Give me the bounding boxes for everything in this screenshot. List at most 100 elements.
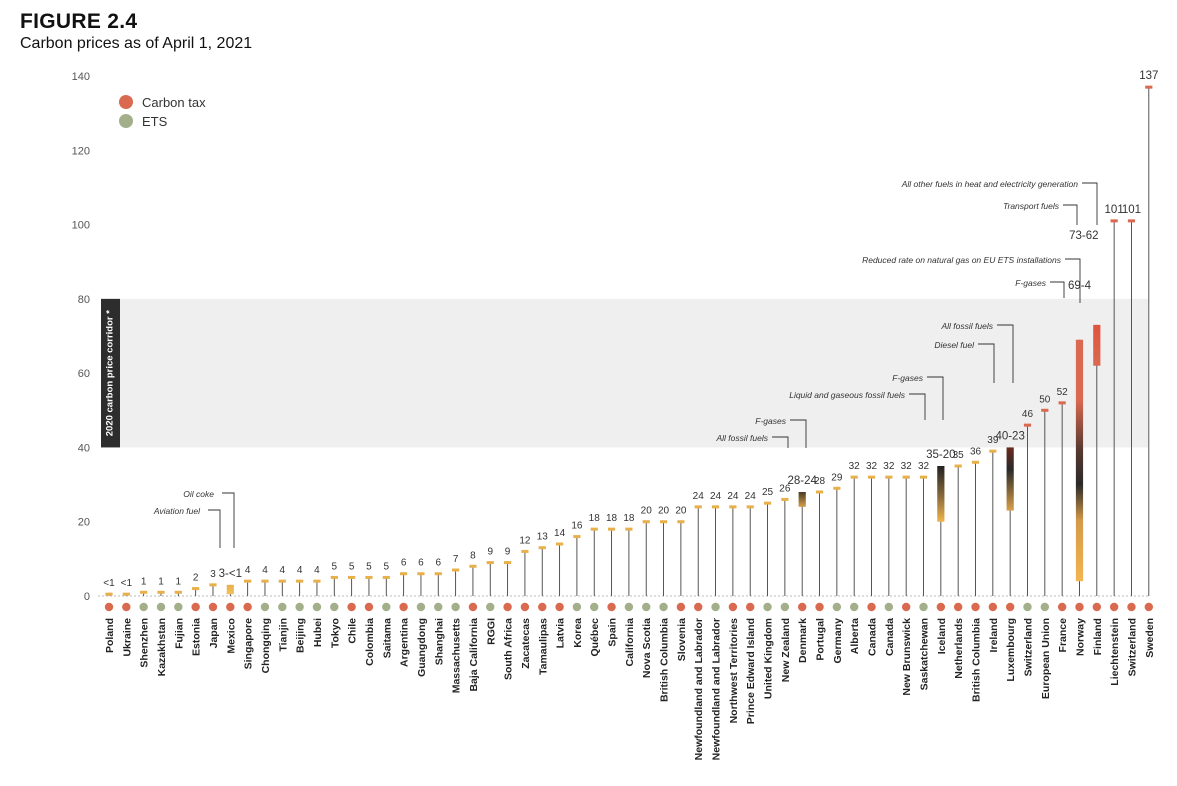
price-marker (486, 561, 494, 565)
price-range-bar (1075, 339, 1084, 582)
chart-item-saitama: 5 Saitama (381, 561, 393, 658)
chart-item-european-union: 50 European Union (1039, 394, 1052, 699)
carbon-tax-marker (1005, 602, 1015, 612)
category-label: British Columbia (971, 618, 983, 702)
price-marker (815, 490, 824, 494)
ets-marker (780, 602, 790, 612)
chart-item-qu-bec: 18 Québec (589, 513, 602, 656)
chart-item-british-columbia: 36 British Columbia (970, 446, 983, 702)
category-label: Germany (832, 618, 844, 664)
value-label: 7 (453, 554, 459, 565)
price-marker (400, 572, 408, 576)
chart-item-california: 18 California (623, 513, 636, 666)
value-label: 137 (1139, 70, 1158, 82)
category-label: Tianjin (277, 618, 289, 652)
value-label: 32 (918, 461, 930, 472)
category-label: British Columbia (659, 618, 671, 702)
price-range-bar (1006, 447, 1014, 511)
price-marker (555, 542, 564, 546)
value-label: 4 (280, 565, 286, 576)
value-label: 50 (1039, 394, 1051, 405)
ets-marker (382, 602, 391, 612)
carbon-tax-marker (520, 602, 530, 612)
value-label: 20 (658, 506, 670, 517)
carbon-tax-marker (746, 602, 755, 612)
ets-marker (260, 602, 270, 612)
ets-marker (416, 602, 426, 612)
price-marker (105, 592, 113, 596)
category-label: Kazakhstan (156, 618, 168, 676)
ets-marker (763, 602, 772, 612)
chart-item-hubei: 4 Hubei (312, 565, 324, 647)
chart-item-ireland: 39 Ireland (987, 435, 1000, 652)
chart-item-beijing: 4 Beijing (295, 565, 307, 653)
category-label: Saskatchewan (919, 618, 931, 690)
ets-marker (330, 602, 339, 612)
price-marker (365, 575, 373, 579)
chart-item-south-africa: 9 South Africa (503, 547, 515, 680)
y-tick-label: 100 (72, 220, 90, 232)
value-label: 24 (745, 491, 757, 502)
value-label: 20 (675, 506, 687, 517)
price-marker (1110, 219, 1118, 223)
carbon-tax-marker (104, 602, 114, 612)
ets-marker (486, 602, 495, 612)
ets-marker (711, 602, 720, 612)
value-label: 5 (366, 561, 372, 572)
chart-item-france: 52 France (1057, 387, 1070, 653)
ets-marker (590, 602, 599, 612)
value-label: 18 (623, 513, 635, 524)
price-marker (971, 460, 980, 464)
price-marker (573, 535, 581, 539)
value-label: 46 (1022, 409, 1034, 420)
value-label: 20 (641, 506, 653, 517)
category-label: Prince Edward Island (745, 618, 757, 724)
value-label: 39 (987, 435, 999, 446)
category-label: Ukraine (121, 618, 133, 657)
category-label: RGGI (485, 618, 497, 645)
category-label: Denmark (797, 618, 809, 663)
chart-item-massachusetts: 7 Massachusetts (451, 554, 463, 693)
category-label: Netherlands (953, 618, 965, 679)
carbon-tax-marker (867, 602, 876, 612)
value-label: 29 (831, 472, 843, 483)
value-label: 9 (505, 547, 511, 558)
chart-item-rggi: 9 RGGI (485, 547, 497, 645)
chart-item-argentina: 6 Argentina (399, 558, 411, 667)
price-range-bar (226, 584, 234, 595)
category-label: Alberta (849, 618, 861, 654)
category-label: Saitama (381, 618, 393, 658)
price-marker (452, 568, 460, 572)
chart-item-newfoundland-and-labrador: 24 Newfoundland and Labrador (710, 491, 723, 760)
chart-item-tokyo: 5 Tokyo (329, 561, 341, 648)
carbon-tax-marker (122, 602, 131, 612)
carbon-tax-marker (988, 602, 998, 612)
chart-item-shenzhen: 1 Shenzhen (139, 576, 151, 667)
price-marker (729, 505, 737, 509)
carbon-tax-marker (1075, 602, 1084, 612)
category-label: Estonia (191, 618, 203, 656)
category-label: Argentina (399, 618, 411, 667)
annotation-leader-line (997, 324, 1014, 383)
value-label: 32 (901, 461, 913, 472)
chart-item-baja-california: 8 Baja California (468, 550, 480, 691)
price-marker (625, 527, 633, 531)
value-label: 14 (554, 528, 566, 539)
chart-item-poland: <1 Poland (103, 578, 116, 653)
price-marker (694, 505, 702, 509)
chart-item-ukraine: <1 Ukraine (121, 578, 134, 656)
category-label: Colombia (364, 618, 376, 666)
chart-item-colombia: 5 Colombia (364, 561, 376, 665)
price-marker (244, 579, 252, 583)
value-label: 4 (297, 565, 303, 576)
ets-marker (451, 602, 460, 612)
price-marker (607, 527, 616, 531)
chart-item-new-brunswick: 32 New Brunswick (901, 461, 914, 695)
category-label: Canada (884, 618, 896, 656)
category-label: Québec (589, 618, 601, 657)
value-label: 4 (245, 565, 251, 576)
category-label: Portugal (815, 618, 827, 661)
price-marker (902, 475, 910, 479)
carbon-tax-marker (1057, 602, 1067, 612)
value-label: 101 (1105, 204, 1124, 216)
